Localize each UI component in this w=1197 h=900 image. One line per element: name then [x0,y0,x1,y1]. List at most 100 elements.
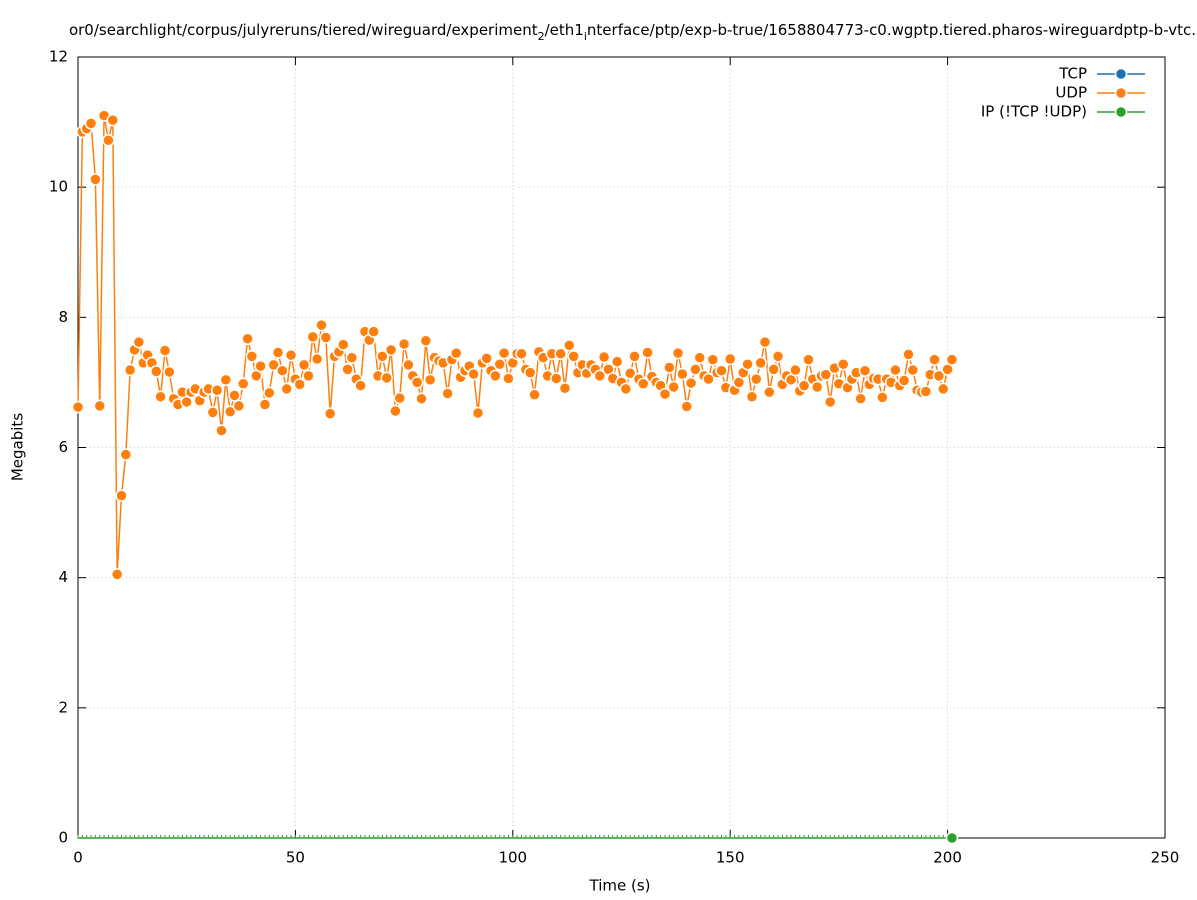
legend-marker [1114,86,1128,100]
y-tick-label: 0 [58,829,68,847]
point [441,387,454,400]
point [206,406,220,419]
y-tick-label: 10 [49,178,68,196]
point [797,379,811,392]
point [423,373,437,387]
point [680,400,693,413]
y-axis-label: Megabits [9,413,27,481]
point [902,348,915,361]
point [802,353,815,366]
y-tick-label: 4 [58,568,68,586]
legend-label: TCP [1058,65,1087,83]
point [741,357,754,371]
point [628,350,641,363]
point [928,353,941,366]
point [132,335,146,349]
point [471,406,485,420]
point [480,352,493,365]
point [515,347,528,361]
point [623,367,637,380]
point [636,377,650,390]
point [450,346,463,360]
legend-marker [1114,105,1128,119]
point [280,382,293,396]
point [502,372,515,385]
point [271,346,285,359]
point [706,353,720,366]
point [367,325,380,338]
point [523,366,537,379]
point [684,376,698,390]
x-tick-label: 150 [716,849,745,867]
point [945,831,959,845]
point [389,404,402,418]
point [767,363,780,376]
point [154,390,167,403]
point [245,350,259,363]
series-line [77,115,953,575]
point [315,318,328,332]
point [919,385,933,398]
point [689,363,702,376]
point [758,335,772,349]
title-part: /eth1 [545,21,584,39]
point [232,399,246,413]
point [354,379,367,392]
x-axis-label: Time (s) [589,877,651,895]
point [297,358,311,372]
x-tick-label: 0 [73,849,83,867]
point [528,388,541,402]
plot-border [77,56,1166,839]
point [663,361,676,374]
point [284,348,298,362]
point [597,350,611,364]
point [228,389,241,402]
title-part: i [584,30,587,43]
y-tick-label: 6 [58,438,68,456]
point [302,369,315,383]
point [819,368,833,381]
point [102,134,115,147]
point [93,399,106,413]
chart-title: or0/searchlight/corpus/julyreruns/tiered… [69,21,1196,43]
point [306,330,320,344]
point [702,372,715,386]
point [876,391,889,404]
point [276,364,289,377]
point [789,363,802,377]
point [258,398,272,411]
point [676,367,689,381]
point [150,365,163,378]
point [419,334,433,348]
point [254,359,267,373]
point [489,369,502,383]
point [336,338,350,351]
point [889,363,902,377]
point [110,568,124,581]
point [937,382,950,396]
point [310,352,324,366]
point [393,391,407,405]
point [236,377,250,390]
point [158,344,172,357]
point [263,386,276,400]
point [567,350,580,363]
point [71,400,85,414]
point [671,346,685,360]
legend-label: UDP [1055,84,1087,102]
point [467,367,480,381]
point [106,113,120,127]
point [267,358,280,372]
point [754,356,767,370]
x-tick-label: 50 [286,849,305,867]
point [723,352,737,366]
point [397,337,411,351]
x-tick-label: 250 [1151,849,1180,867]
point [493,357,507,371]
point [667,380,680,394]
point [384,343,398,357]
point [219,373,233,387]
point [945,353,959,366]
